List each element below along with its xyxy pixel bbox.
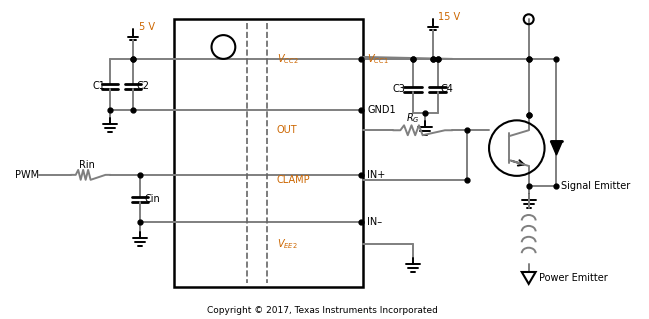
Text: Copyright © 2017, Texas Instruments Incorporated: Copyright © 2017, Texas Instruments Inco… [207, 306, 438, 315]
Text: Signal Emitter: Signal Emitter [561, 181, 631, 191]
Text: $V_{CC2}$: $V_{CC2}$ [277, 52, 299, 66]
Text: C3: C3 [393, 84, 406, 94]
Text: GND1: GND1 [367, 106, 396, 115]
Text: IN–: IN– [367, 218, 382, 227]
Text: Cin: Cin [144, 194, 160, 204]
Text: PWM: PWM [16, 170, 40, 180]
Text: $V_{CC1}$: $V_{CC1}$ [367, 52, 389, 66]
Text: Rin: Rin [79, 160, 95, 170]
Polygon shape [550, 141, 563, 155]
Text: 15 V: 15 V [439, 12, 461, 22]
Text: $V_{EE2}$: $V_{EE2}$ [277, 237, 298, 251]
Text: $R_G$: $R_G$ [406, 111, 419, 125]
Text: CLAMP: CLAMP [277, 175, 311, 185]
Text: C4: C4 [441, 84, 454, 94]
Polygon shape [522, 272, 535, 284]
Bar [174, 19, 363, 287]
Text: IN+: IN+ [367, 170, 386, 180]
Text: Power Emitter: Power Emitter [539, 273, 607, 283]
Text: C1: C1 [93, 81, 105, 91]
Text: C2: C2 [136, 81, 149, 91]
Text: OUT: OUT [277, 125, 297, 135]
Text: 5 V: 5 V [139, 22, 155, 32]
